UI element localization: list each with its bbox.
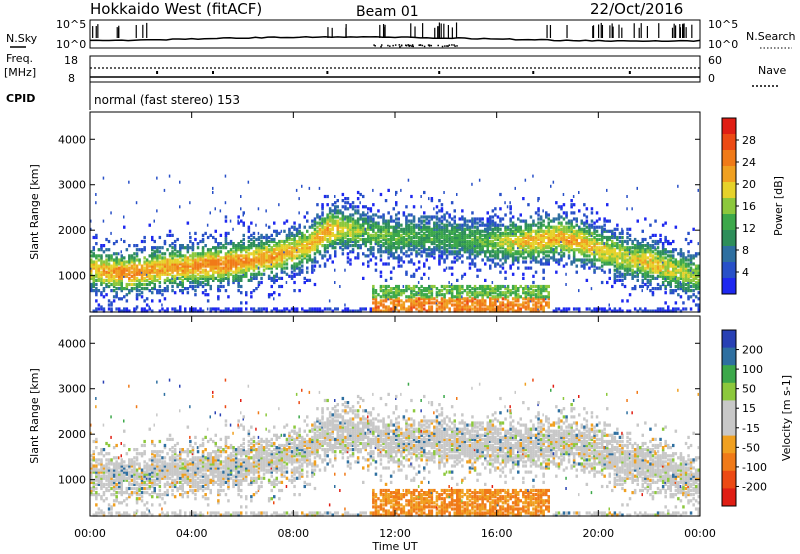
power-y-axis: 1000 2000 3000 4000 xyxy=(58,133,700,283)
x-tick-label: 12:00 xyxy=(379,527,411,540)
noise-right-tick-bottom: 10^0 xyxy=(708,38,738,51)
freq-tick-bottom: 8 xyxy=(68,72,75,85)
velocity-colorbar: 200 100 50 15 -15 -50 -100 -200 xyxy=(721,329,767,507)
velocity-y-axis: 1000 2000 3000 4000 xyxy=(58,337,700,487)
noise-left-label: N.Sky xyxy=(6,32,38,45)
x-tick-label: 00:00 xyxy=(74,527,106,540)
noise-sky-series xyxy=(89,35,701,43)
x-axis-title: Time UT xyxy=(371,540,417,553)
velocity-colorbar-label: Velocity [m s-1] xyxy=(780,375,793,461)
y-tick-label: 4000 xyxy=(58,337,86,350)
power-colorbar-tick: 16 xyxy=(742,200,756,213)
velocity-colorbar-tick: -200 xyxy=(742,480,767,493)
noise-panel: N.Sky 10^5 10^0 10^5 10^0 N.Search xyxy=(6,18,796,51)
y-tick-label: 1000 xyxy=(58,474,86,487)
power-colorbar-tick: 24 xyxy=(742,156,756,169)
noise-left-tick-bottom: 10^0 xyxy=(56,38,86,51)
power-heatmap xyxy=(90,174,700,313)
power-ylabel: Slant Range [km] xyxy=(28,164,41,260)
power-colorbar-tick: 4 xyxy=(742,266,749,279)
power-colorbar-tick: 8 xyxy=(742,244,749,257)
freq-panel: Freq. [MHz] 18 8 60 0 Nave xyxy=(4,52,786,87)
noise-left-tick-top: 10^5 xyxy=(56,18,86,31)
power-colorbar-tick: 20 xyxy=(742,178,756,191)
noise-right-tick-top: 10^5 xyxy=(708,18,738,31)
x-tick-label: 20:00 xyxy=(582,527,614,540)
velocity-x-ticks xyxy=(89,316,701,516)
nave-tick-top: 60 xyxy=(708,54,722,67)
cpid-label: CPID xyxy=(6,92,35,105)
power-colorbar-label: Power [dB] xyxy=(772,176,785,236)
cpid-panel: CPID normal (fast stereo) 153 xyxy=(6,82,240,110)
velocity-colorbar-tick: 50 xyxy=(742,383,756,396)
freq-outliers xyxy=(156,71,631,74)
x-tick-label: 08:00 xyxy=(277,527,309,540)
freq-tick-top: 18 xyxy=(64,54,78,67)
y-tick-label: 2000 xyxy=(58,224,86,237)
x-tick-label: 04:00 xyxy=(176,527,208,540)
noise-search-series xyxy=(92,22,693,48)
power-colorbar-tick: 12 xyxy=(742,222,756,235)
nave-label: Nave xyxy=(758,64,786,77)
time-axis-labels: 00:00 04:00 08:00 12:00 16:00 20:00 00:00 xyxy=(74,527,716,540)
velocity-colorbar-tick: -15 xyxy=(742,422,760,435)
power-colorbar: 4 8 12 16 20 24 28 xyxy=(721,117,756,295)
nave-tick-bottom: 0 xyxy=(708,72,715,85)
power-colorbar-tick: 28 xyxy=(742,134,756,147)
velocity-heatmap xyxy=(90,378,700,517)
velocity-colorbar-tick: -100 xyxy=(742,461,767,474)
x-tick-label: 16:00 xyxy=(481,527,513,540)
noise-right-label: N.Search xyxy=(746,30,796,43)
velocity-colorbar-tick: -50 xyxy=(742,441,760,454)
y-tick-label: 3000 xyxy=(58,179,86,192)
freq-label-2: [MHz] xyxy=(4,66,36,79)
beam-label: Beam 01 xyxy=(356,4,419,20)
y-tick-label: 1000 xyxy=(58,270,86,283)
velocity-colorbar-tick: 15 xyxy=(742,402,756,415)
freq-label-1: Freq. xyxy=(6,52,33,65)
date-label: 22/Oct/2016 xyxy=(590,0,683,18)
velocity-colorbar-tick: 200 xyxy=(742,344,763,357)
velocity-ylabel: Slant Range [km] xyxy=(28,368,41,464)
y-tick-label: 2000 xyxy=(58,428,86,441)
cpid-text: normal (fast stereo) 153 xyxy=(94,93,240,107)
radar-title: Hokkaido West (fitACF) xyxy=(90,0,262,18)
power-x-ticks xyxy=(89,112,701,312)
y-tick-label: 3000 xyxy=(58,383,86,396)
velocity-colorbar-tick: 100 xyxy=(742,363,763,376)
y-tick-label: 4000 xyxy=(58,133,86,146)
x-tick-label: 00:00 xyxy=(684,527,716,540)
power-panel: 1000 2000 3000 4000 Slant Range [km] 4 8 12 16… xyxy=(28,111,785,313)
velocity-panel: 1000 2000 3000 4000 Slant Range [km] 200 100… xyxy=(28,315,793,517)
